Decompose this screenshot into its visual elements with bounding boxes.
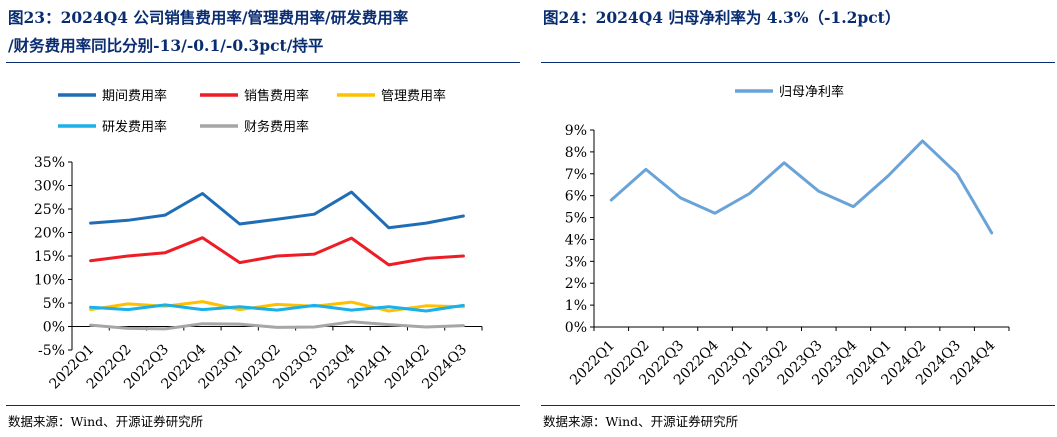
right-chart-title: 图24：2024Q4 归母净利率为 4.3%（-1.2pct）	[543, 4, 1057, 32]
right-y-tick-label: 2%	[565, 276, 587, 292]
left-y-tick-label: 30%	[34, 179, 65, 195]
left-y-tick-label: 10%	[34, 273, 65, 289]
right-y-tick-label: 0%	[565, 320, 587, 336]
right-y-tick-label: 3%	[565, 254, 587, 270]
left-y-tick-label: 25%	[34, 202, 65, 218]
right-title-text: 图24：2024Q4 归母净利率为 4.3%（-1.2pct）	[543, 8, 901, 27]
left-legend-label: 研发费用率	[102, 119, 167, 135]
left-series-line-5	[89, 320, 465, 331]
right-source-note: 数据来源：Wind、开源证券研究所	[543, 414, 739, 429]
left-source-rule	[6, 405, 520, 406]
left-chart-title: 图23：2024Q4 公司销售费用率/管理费用率/研发费用率 /财务费用率同比分…	[8, 4, 523, 60]
right-chart-panel: 图24：2024Q4 归母净利率为 4.3%（-1.2pct） 0% 1% 2% 3%…	[537, 0, 1057, 437]
right-y-tick-label: 6%	[565, 189, 587, 205]
left-source-note: 数据来源：Wind、开源证券研究所	[8, 414, 204, 429]
right-source-rule	[541, 405, 1055, 406]
right-legend-label: 归母净利率	[779, 84, 844, 100]
left-series-line-2	[89, 236, 465, 267]
left-y-tick-label: -5%	[38, 343, 65, 359]
left-title-rule	[6, 62, 520, 63]
left-legend-label: 期间费用率	[102, 88, 167, 104]
right-title-rule	[541, 62, 1055, 63]
left-legend-label: 财务费用率	[244, 119, 309, 135]
left-line-chart: -5%0%5%10%15%20%25%30%35%2022Q12022Q2202…	[34, 88, 483, 392]
right-y-tick-label: 1%	[565, 298, 587, 314]
right-y-tick-label: 7%	[565, 167, 587, 183]
left-y-tick-label: 5%	[43, 296, 65, 312]
right-y-tick-label: 8%	[565, 145, 587, 161]
right-y-tick-label: 9%	[565, 123, 587, 139]
left-title-line2: /财务费用率同比分别-13/-0.1/-0.3pct/持平	[8, 36, 324, 55]
left-y-tick-label: 35%	[34, 155, 65, 171]
left-legend-label: 销售费用率	[244, 88, 309, 104]
left-chart-panel: 图23：2024Q4 公司销售费用率/管理费用率/研发费用率 /财务费用率同比分…	[0, 0, 520, 437]
left-series-line-4	[89, 303, 465, 313]
left-series-line-1	[89, 190, 465, 230]
left-y-tick-label: 15%	[34, 249, 65, 265]
left-legend-label: 管理费用率	[381, 88, 446, 104]
right-y-tick-label: 5%	[565, 211, 587, 227]
left-y-tick-label: 20%	[34, 226, 65, 242]
left-title-line1: 图23：2024Q4 公司销售费用率/管理费用率/研发费用率	[8, 8, 409, 27]
left-y-tick-label: 0%	[43, 320, 65, 336]
right-y-tick-label: 4%	[565, 232, 587, 248]
right-line-chart: 0%1%2%3%4%5%6%7%8%9%2022Q12022Q22022Q320…	[565, 84, 1010, 388]
right-series-line-1	[609, 139, 994, 235]
